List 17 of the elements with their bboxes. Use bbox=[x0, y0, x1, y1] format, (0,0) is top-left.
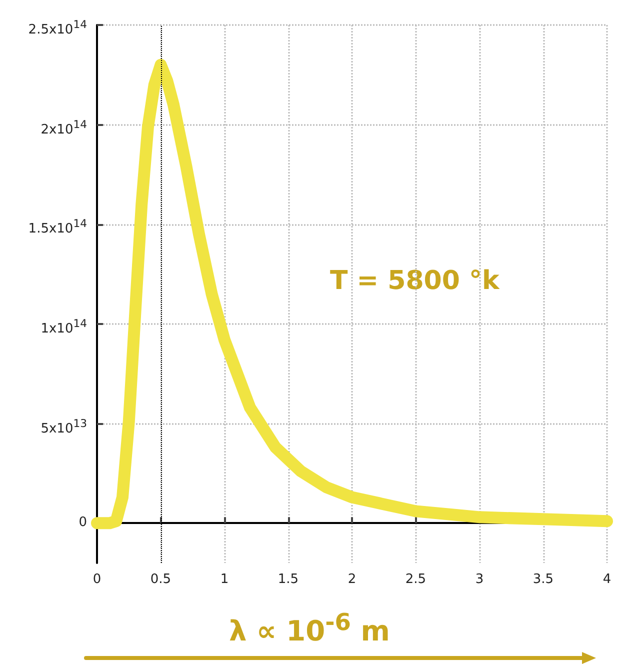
x-tick-label: 3.5 bbox=[532, 572, 554, 587]
x-tick-label: 0 bbox=[92, 572, 102, 587]
y-tick-label: 1.5x10$^{14}$ bbox=[28, 216, 87, 239]
y-tick-label: 0 bbox=[78, 514, 87, 532]
y-tick-label: 5x10$^{13}$ bbox=[40, 416, 87, 438]
x-tick-label: 0.5 bbox=[150, 572, 172, 587]
x-tick-label: 1 bbox=[220, 572, 229, 587]
x-tick-label: 1.5 bbox=[278, 572, 299, 587]
y-tick-label: 2x10$^{14}$ bbox=[40, 116, 87, 139]
y-tick-label: 1x10$^{14}$ bbox=[40, 316, 87, 338]
x-tick-label: 4 bbox=[602, 572, 612, 587]
x-tick-label: 2.5 bbox=[405, 572, 426, 587]
annotation: T = 5800 °k bbox=[330, 266, 500, 296]
y-tick-label: 2.5x10$^{14}$ bbox=[28, 17, 87, 40]
x-tick-label: 3 bbox=[475, 572, 484, 587]
x-tick-label: 2 bbox=[348, 572, 356, 587]
x-axis-title: λ ∝ 10$^{-6}$ m bbox=[228, 608, 391, 648]
